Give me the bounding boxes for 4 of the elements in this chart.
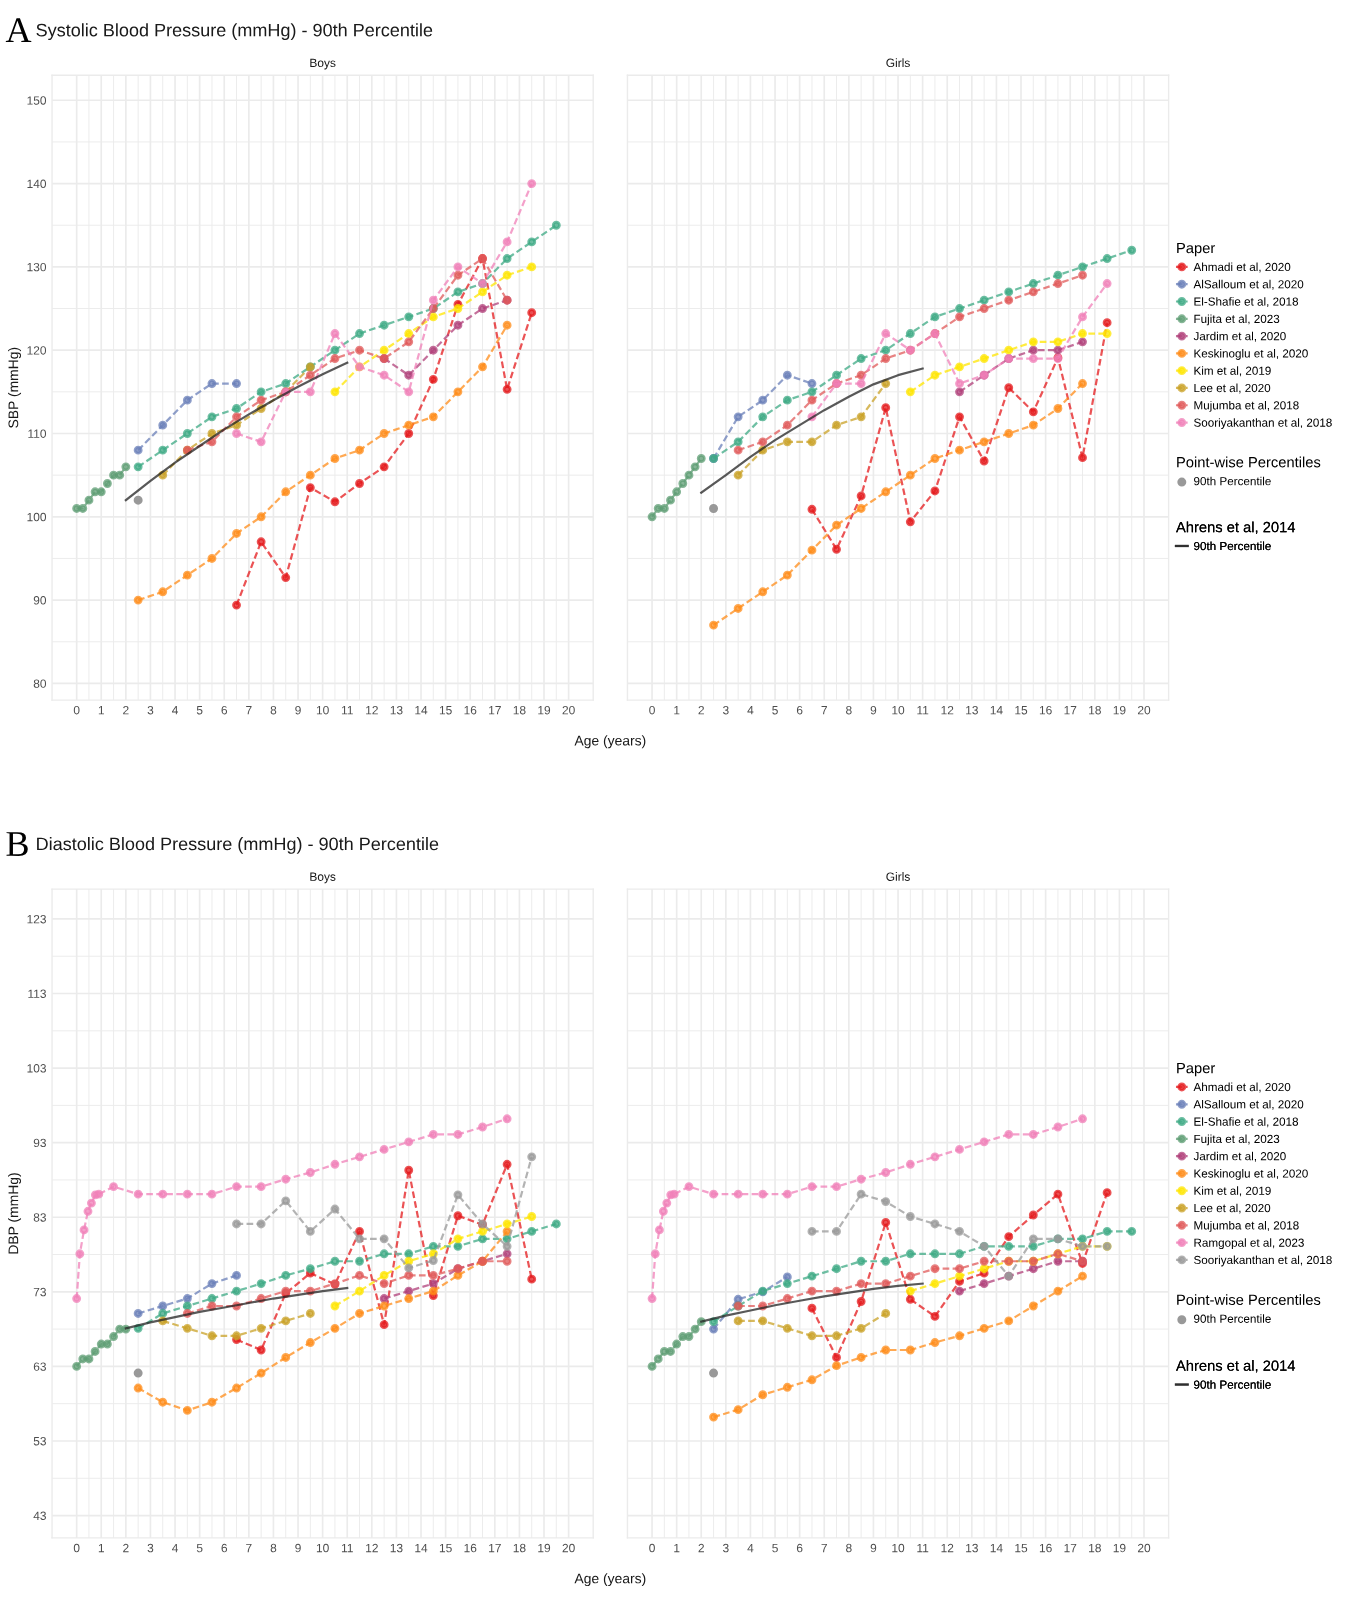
chart-title: Diastolic Blood Pressure (mmHg) - 90th Percentile [37,837,439,854]
chart-title: Systolic Blood Pressure (mmHg) - 90th Percentile [36,23,433,41]
text: A [5,18,32,42]
text: B [6,832,28,856]
